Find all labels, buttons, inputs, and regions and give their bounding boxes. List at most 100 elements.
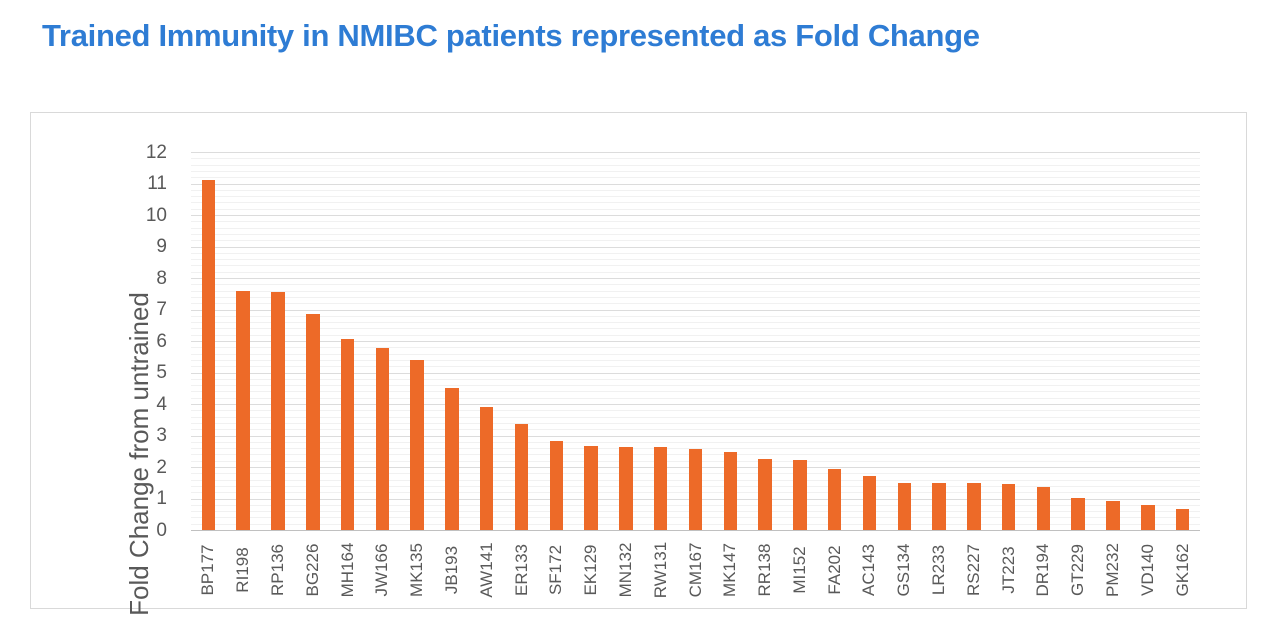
x-tick-label: MH164 <box>337 542 357 598</box>
bar-JW166 <box>375 348 390 530</box>
bar-MH164 <box>340 339 355 530</box>
minor-gridline <box>191 334 1200 336</box>
x-tick-label: BP177 <box>198 544 218 596</box>
minor-gridline <box>191 221 1200 223</box>
minor-gridline <box>191 189 1200 191</box>
x-axis-line <box>191 530 1200 531</box>
x-tick-label: JB193 <box>441 545 461 595</box>
x-tick-label: GT229 <box>1068 544 1088 596</box>
bar-AC143 <box>862 475 877 530</box>
minor-gridline <box>191 164 1200 166</box>
bar-RI198 <box>236 290 250 530</box>
x-tick-label: GK162 <box>1172 543 1192 597</box>
x-tick-label: SF172 <box>546 544 566 596</box>
minor-gridline <box>191 315 1200 317</box>
minor-gridline <box>191 158 1200 160</box>
bar-JT223 <box>1001 484 1016 530</box>
y-tick-label: 4 <box>156 393 167 415</box>
bar-MK147 <box>723 451 738 530</box>
minor-gridline <box>191 233 1200 235</box>
major-gridline <box>191 183 1200 185</box>
minor-gridline <box>191 353 1200 355</box>
major-gridline <box>191 341 1200 342</box>
x-tick-label: MK135 <box>407 543 427 597</box>
bar-MI152 <box>793 460 807 530</box>
major-gridline <box>191 435 1200 437</box>
minor-gridline <box>191 177 1200 179</box>
y-tick-label: 2 <box>156 456 167 478</box>
minor-gridline <box>191 422 1200 424</box>
minor-gridline <box>191 410 1200 412</box>
major-gridline <box>191 372 1200 374</box>
major-gridline <box>191 152 1200 153</box>
minor-gridline <box>191 378 1200 380</box>
major-gridline <box>191 215 1200 216</box>
y-tick-label: 0 <box>156 519 167 541</box>
bar-RR138 <box>758 458 772 530</box>
major-gridline <box>191 246 1200 248</box>
y-tick-label: 11 <box>147 173 167 194</box>
minor-gridline <box>191 290 1200 292</box>
minor-gridline <box>191 448 1200 450</box>
y-tick-label: 9 <box>156 236 167 257</box>
minor-gridline <box>191 429 1200 431</box>
bar-ER133 <box>514 423 529 530</box>
minor-gridline <box>191 252 1200 254</box>
bar-CM167 <box>688 448 703 530</box>
minor-gridline <box>191 303 1200 305</box>
bar-SF172 <box>549 440 564 530</box>
chart-area: Fold Change from untrained 0 1 2 3 4 5 6 7 8 9 10 1… <box>30 112 1247 616</box>
minor-gridline <box>191 391 1200 393</box>
minor-gridline <box>191 359 1200 361</box>
minor-gridline <box>191 259 1200 261</box>
x-tick-label: MK147 <box>720 543 740 597</box>
y-tick-label: 3 <box>156 425 167 446</box>
x-tick-label: EK129 <box>581 544 601 596</box>
y-tick-label: 12 <box>145 141 167 163</box>
y-tick-label: 7 <box>156 299 167 320</box>
minor-gridline <box>191 397 1200 399</box>
bar-RS227 <box>967 482 981 530</box>
x-tick-label: JT223 <box>998 546 1018 594</box>
minor-gridline <box>191 271 1200 273</box>
minor-gridline <box>191 416 1200 418</box>
x-tick-label: FA202 <box>824 545 844 595</box>
minor-gridline <box>191 265 1200 267</box>
minor-gridline <box>191 170 1200 172</box>
bar-GT229 <box>1071 497 1085 530</box>
x-tick-label: CM167 <box>685 542 705 598</box>
minor-gridline <box>191 227 1200 229</box>
bar-MK135 <box>410 359 424 530</box>
y-tick-label: 8 <box>156 267 167 289</box>
minor-gridline <box>191 196 1200 198</box>
x-tick-label: AC143 <box>859 544 879 596</box>
minor-gridline <box>191 347 1200 349</box>
major-gridline <box>191 404 1200 405</box>
x-tick-label: RS227 <box>963 544 983 596</box>
x-tick-label: JW166 <box>372 543 392 597</box>
minor-gridline <box>191 366 1200 368</box>
x-tick-label: DR194 <box>1033 543 1053 597</box>
y-tick-label: 5 <box>156 362 167 383</box>
major-gridline <box>191 278 1200 279</box>
major-gridline <box>191 309 1200 311</box>
minor-gridline <box>191 202 1200 204</box>
bar-BP177 <box>201 180 216 530</box>
bar-GS134 <box>897 482 911 530</box>
minor-gridline <box>191 208 1200 210</box>
bar-EK129 <box>584 445 598 530</box>
bar-BG226 <box>306 314 320 530</box>
minor-gridline <box>191 385 1200 387</box>
bar-GK162 <box>1175 509 1190 530</box>
y-tick-label: 1 <box>156 488 167 509</box>
bar-LR233 <box>932 483 946 530</box>
x-tick-label: RI198 <box>233 547 253 593</box>
minor-gridline <box>191 441 1200 443</box>
x-tick-label: ER133 <box>511 544 531 596</box>
x-tick-label: LR233 <box>929 544 949 596</box>
bar-VD140 <box>1141 504 1155 530</box>
x-tick-label: PM232 <box>1103 543 1123 597</box>
x-tick-label: RP136 <box>267 544 287 596</box>
bar-RP136 <box>271 291 285 530</box>
